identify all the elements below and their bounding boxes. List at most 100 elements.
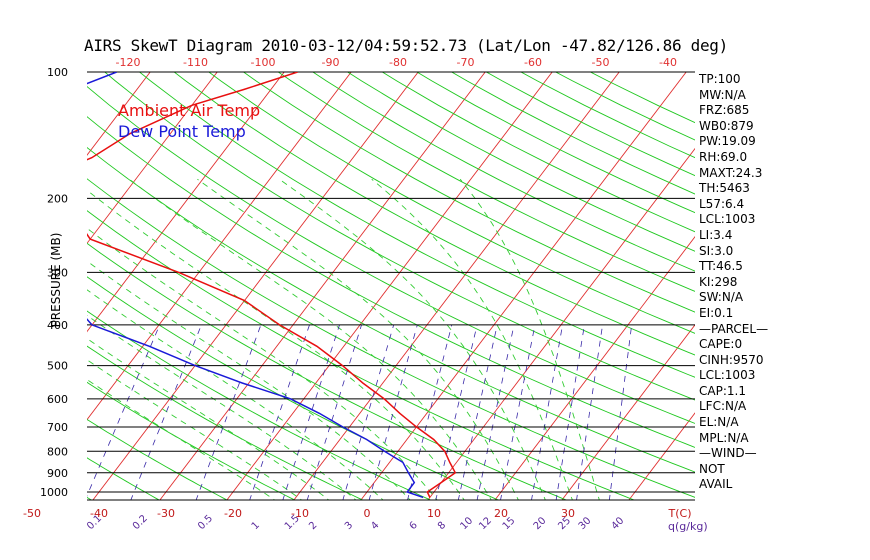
dry-adiabat-line [87, 146, 695, 473]
pressure-tick-label: 200 [47, 192, 68, 205]
stat-wind-avail: AVAIL [699, 477, 733, 492]
mixing-ratio-label: 10 [458, 515, 475, 532]
stat-si: SI:3.0 [699, 243, 734, 258]
bottom-temp-tick-label: 0 [364, 507, 371, 520]
dry-adiabat-line [381, 72, 695, 233]
mixing-ratio-labels: 0.1 0.2 0.5 1 1.5 2 3 4 6 8 10 12 15 20 25 30 40 q(g/kg) [85, 513, 707, 533]
pressure-tick-label: 800 [47, 445, 68, 458]
stat-parcel-header: —PARCEL— [699, 321, 769, 336]
stat-l57: L57:6.4 [699, 196, 745, 211]
dry-adiabat-line [312, 72, 695, 272]
stat-lfc: LFC:N/A [699, 399, 747, 414]
isobar-lines [87, 197, 695, 493]
moist-adiabat-line [197, 178, 519, 500]
mixing-ratio-line [195, 324, 262, 500]
top-temp-tick-label: -90 [322, 56, 340, 69]
moist-adiabat-lines [87, 178, 600, 500]
pressure-tick-labels: 100 200 300 400 500 600 700 800 900 1000 [40, 66, 68, 499]
dew-point-temp-line [87, 72, 424, 499]
mixing-ratio-line [500, 324, 536, 500]
pressure-tick-label: 100 [47, 66, 68, 79]
pressure-tick-label: 300 [47, 266, 68, 279]
stat-tt: TT:46.5 [699, 259, 743, 274]
dry-adiabat-line [87, 457, 161, 500]
moist-adiabat-line [87, 189, 465, 500]
stat-li: LI:3.4 [699, 227, 733, 242]
stat-mw: MW:N/A [699, 87, 746, 102]
dry-adiabat-line [242, 72, 695, 313]
mixing-ratio-label: 12 [477, 515, 494, 532]
top-temp-tick-label: -100 [251, 56, 276, 69]
stat-rh: RH:69.0 [699, 149, 748, 164]
moist-adiabat-line [87, 289, 384, 500]
top-temp-tick-label: -50 [592, 56, 610, 69]
dry-adiabat-line [87, 210, 636, 500]
mixing-ratio-label: 20 [532, 515, 549, 532]
mixing-ratio-line [608, 324, 633, 500]
stat-wind-header: —WIND— [699, 446, 757, 461]
mixing-ratio-label: 6 [408, 520, 420, 532]
isotherm-line [159, 72, 486, 500]
bottom-temp-tick-label: -50 [23, 507, 41, 520]
top-temp-tick-label: -80 [389, 56, 407, 69]
mixing-ratio-label: 1 [250, 520, 262, 532]
bottom-temp-tick-label: 10 [427, 507, 441, 520]
top-temp-tick-label: -60 [524, 56, 542, 69]
bottom-temp-tick-label: 20 [494, 507, 508, 520]
isotherm-line [87, 72, 151, 156]
mixing-ratio-line [476, 324, 515, 500]
isotherm-line [87, 72, 352, 421]
isotherm-line [494, 235, 695, 500]
mixing-ratio-label: 8 [436, 520, 448, 532]
pressure-tick-label: 600 [47, 393, 68, 406]
dry-adiabat-line [346, 72, 695, 252]
bottom-temp-tick-label: 30 [561, 507, 575, 520]
stat-lcl: LCL:1003 [699, 212, 756, 227]
stat-cap: CAP:1.1 [699, 383, 746, 398]
dry-adiabat-line [104, 72, 695, 401]
moist-adiabat-line [279, 178, 546, 500]
mixing-ratio-label: 0.5 [196, 513, 215, 532]
sounding-stats-panel: TP:100 MW:N/A FRZ:685 WB0:879 PW:19.09 R… [699, 72, 789, 493]
mixing-ratio-line [576, 324, 603, 500]
y-axis-label: PRESSURE (MB) [49, 232, 63, 328]
isotherm-line [561, 324, 695, 500]
stat-th: TH:5463 [699, 181, 750, 196]
legend-ambient-air-temp: Ambient Air Temp [118, 101, 261, 120]
moist-adiabat-line [371, 178, 573, 500]
dry-adiabat-lines [87, 72, 695, 500]
stat-parcel-lcl: LCL:1003 [699, 368, 756, 383]
mixing-ratio-line [130, 324, 202, 500]
dry-adiabat-line [87, 242, 568, 500]
mixing-ratio-label: 2 [307, 520, 319, 532]
temp-unit-label: T(C) [668, 507, 692, 520]
dry-adiabat-line [87, 345, 364, 500]
stat-el: EL:N/A [699, 415, 739, 430]
plot-frame [87, 71, 695, 501]
dry-adiabat-line [138, 72, 695, 378]
stat-tp: TP:100 [699, 72, 741, 86]
dry-adiabat-line [208, 72, 695, 334]
moist-adiabat-line [459, 178, 600, 500]
isotherm-line [293, 72, 620, 500]
isotherm-line [226, 72, 553, 500]
profile-series [87, 72, 457, 499]
pressure-tick-label: 1000 [40, 486, 68, 499]
mixing-ratio-label: 4 [369, 520, 381, 532]
moist-adiabat-line [87, 338, 330, 500]
moist-adiabat-line [87, 260, 411, 500]
bottom-temp-tick-label: -30 [157, 507, 175, 520]
bottom-temp-tick-label: -10 [291, 507, 309, 520]
moist-adiabat-line [87, 314, 357, 500]
stat-cape: CAPE:0 [699, 337, 743, 352]
mixing-ratio-unit-label: q(g/kg) [668, 520, 708, 533]
stat-pw: PW:19.09 [699, 134, 756, 149]
chart-title: AIRS SkewT Diagram 2010-03-12/04:59:52.7… [84, 36, 728, 55]
stat-sw: SW:N/A [699, 290, 744, 305]
stat-maxt: MAXT:24.3 [699, 165, 763, 180]
stat-wb0: WB0:879 [699, 118, 754, 133]
dry-adiabat-line [277, 72, 695, 292]
bottom-temp-tick-label: -40 [90, 507, 108, 520]
dry-adiabat-line [87, 85, 695, 424]
